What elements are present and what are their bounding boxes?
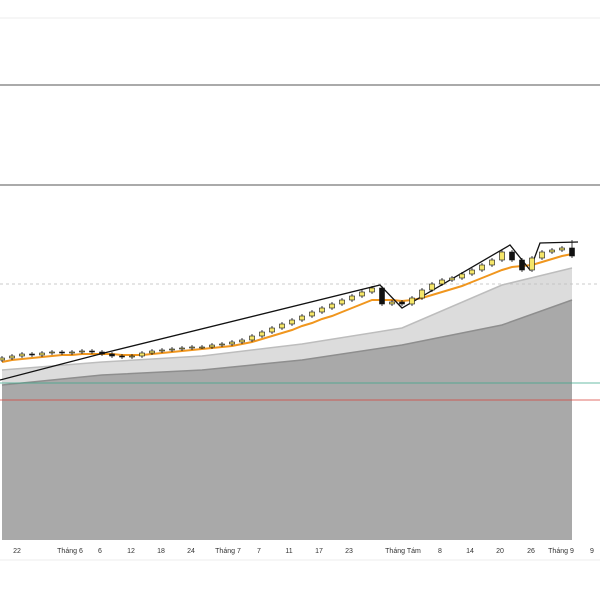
candle-body (339, 299, 345, 305)
candle-body (349, 295, 355, 301)
candle-body (179, 347, 185, 350)
candle-body (229, 341, 235, 345)
candle-body (0, 357, 5, 361)
candle-body (429, 283, 435, 291)
candle-body (559, 247, 565, 251)
candle-body (29, 353, 35, 356)
x-tick-label: 8 (438, 548, 442, 555)
band-line (1, 299, 573, 386)
x-tick-label: 14 (466, 548, 474, 555)
candle-body (389, 301, 395, 305)
candle-body (309, 311, 315, 317)
x-tick-label: 18 (157, 548, 165, 555)
candle-body (509, 251, 515, 261)
x-tick-label: 11 (285, 548, 292, 555)
candle-body (259, 331, 265, 337)
x-tick-label: 23 (345, 548, 353, 555)
candle-body (539, 251, 545, 259)
candle-body (159, 349, 165, 352)
x-tick-label: Tháng 9 (548, 548, 574, 555)
candle-body (59, 351, 65, 354)
candle-body (499, 251, 505, 261)
candle-body (49, 351, 55, 354)
candle-body (139, 352, 145, 357)
candle-body (379, 287, 385, 305)
x-tick-label: 24 (187, 548, 195, 555)
ma-line (1, 253, 573, 363)
candle-body (169, 348, 175, 351)
x-tick-label: 6 (98, 548, 102, 555)
candle-body (89, 350, 95, 353)
x-tick-label: 20 (496, 548, 504, 555)
candle-body (219, 343, 225, 346)
candle-body (359, 291, 365, 297)
candle-body (489, 259, 495, 266)
candle-body (149, 350, 155, 354)
candle-body (439, 279, 445, 285)
candle-body (99, 351, 105, 355)
candle-body (239, 339, 245, 343)
candle-body (129, 355, 135, 358)
candle-body (529, 257, 535, 271)
x-tick-label: 9 (590, 548, 594, 555)
candle-body (9, 355, 15, 359)
candle-body (19, 353, 25, 357)
x-tick-label: Tháng Tám (385, 548, 421, 555)
candle-body (109, 353, 115, 357)
candle-body (79, 350, 85, 353)
x-tick-label: 26 (527, 548, 535, 555)
candle-body (409, 297, 415, 305)
x-tick-label: 17 (315, 548, 323, 555)
candle-body (269, 327, 275, 333)
x-tick-label: 12 (127, 548, 135, 555)
x-tick-label: Tháng 7 (215, 548, 241, 555)
candle-body (299, 315, 305, 321)
candle-body (329, 303, 335, 309)
candle-body (39, 352, 45, 356)
candle-body (189, 346, 195, 349)
candle-body (459, 273, 465, 279)
candle-body (119, 355, 125, 358)
candle-body (419, 289, 425, 299)
candle-body (449, 277, 455, 281)
candle-body (69, 351, 75, 354)
candle-body (469, 269, 475, 275)
candle-body (569, 247, 575, 257)
candle-body (249, 335, 255, 341)
candle-body (399, 301, 405, 305)
x-tick-label: 7 (257, 548, 261, 555)
x-tick-label: Tháng 6 (57, 548, 83, 555)
band-area (2, 300, 572, 540)
candle-body (279, 323, 285, 329)
x-tick-label: 22 (13, 548, 21, 555)
candle-body (479, 264, 485, 271)
band-line (1, 267, 573, 371)
candle-body (549, 249, 555, 253)
candle-body (209, 344, 215, 348)
candle-body (319, 307, 325, 313)
candle-body (289, 319, 295, 325)
zigzag-line (0, 241, 579, 381)
candle-body (369, 287, 375, 293)
candle-body (199, 346, 205, 349)
candle-body (519, 259, 525, 271)
